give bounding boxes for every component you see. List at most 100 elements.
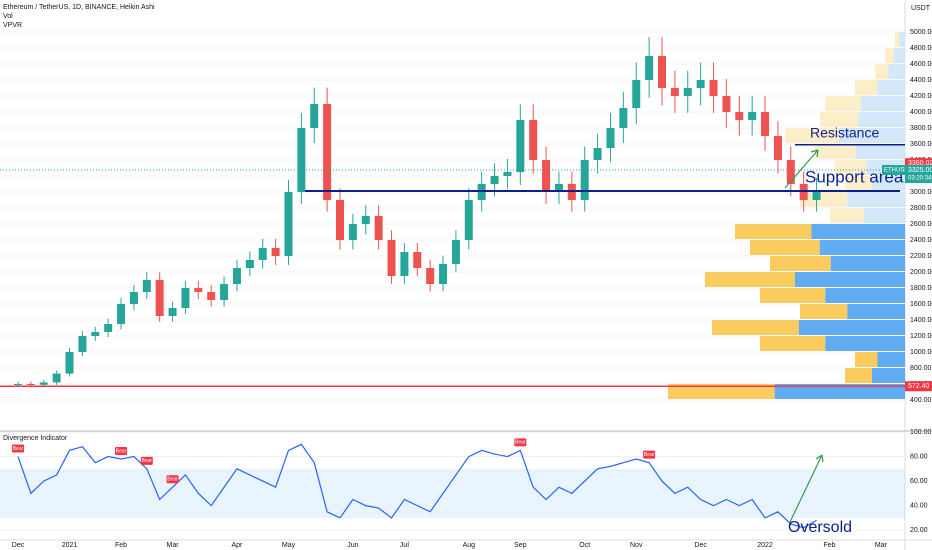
- profile-bar: [855, 352, 878, 367]
- candle: [374, 216, 383, 240]
- profile-bar: [855, 80, 878, 95]
- subtitle: Vol: [3, 13, 13, 20]
- profile-bar: [760, 288, 826, 303]
- y-tick-label: 4200.00: [910, 93, 932, 100]
- x-tick-label: Nov: [630, 542, 643, 549]
- candle: [683, 88, 692, 96]
- profile-bar: [770, 256, 831, 271]
- y-tick-label: 1800.00: [910, 285, 932, 292]
- band: [0, 468, 905, 518]
- oversold-label: Oversold: [788, 519, 852, 536]
- candle: [284, 192, 293, 256]
- profile-bar: [705, 272, 795, 287]
- profile-bar: [800, 192, 848, 207]
- y-tick-label: 100.00: [910, 429, 932, 436]
- profile-bar: [845, 176, 872, 191]
- candle: [619, 108, 628, 128]
- candle: [413, 252, 422, 268]
- y-tick-label: 3600.00: [910, 141, 932, 148]
- candle: [696, 80, 705, 88]
- candle: [516, 120, 525, 172]
- candle: [812, 190, 821, 200]
- price-tag-label: 3325.00: [908, 167, 932, 174]
- y-tick-label: 40.00: [910, 502, 928, 509]
- y-tick-label: 1200.00: [910, 333, 932, 340]
- profile-bar: [845, 368, 872, 383]
- profile-bar: [855, 144, 905, 159]
- candle: [490, 176, 499, 184]
- candle: [464, 200, 473, 240]
- x-tick-label: May: [282, 542, 296, 549]
- profile-bar: [795, 272, 905, 287]
- profile-bar: [750, 240, 820, 255]
- x-tick-label: Sep: [514, 542, 527, 549]
- y-tick-label: 4400.00: [910, 77, 932, 84]
- profile-bar: [858, 112, 905, 127]
- y-tick-label: 3800.00: [910, 125, 932, 132]
- price-tag-label: 572.40: [908, 383, 930, 390]
- signal-label: Bear: [644, 452, 655, 458]
- profile-bar: [712, 320, 799, 335]
- chart-title: Ethereum / TetherUS, 1D, BINANCE, Heikin…: [3, 4, 155, 11]
- y-tick-label: 800.00: [910, 365, 932, 372]
- y-tick-label: 1400.00: [910, 317, 932, 324]
- x-tick-label: Jul: [400, 542, 409, 549]
- x-tick-label: Feb: [823, 542, 835, 549]
- candle: [232, 268, 241, 284]
- arrow: [784, 149, 819, 189]
- candle: [297, 128, 306, 192]
- profile-bar: [894, 48, 905, 63]
- candle: [786, 160, 795, 184]
- signal-tag: [166, 475, 179, 484]
- x-tick-label: Oct: [579, 542, 590, 549]
- candle: [207, 292, 216, 300]
- signal-tag: [643, 450, 656, 459]
- candle: [142, 280, 151, 292]
- profile-bar: [888, 64, 905, 79]
- y-tick-label: 4000.00: [910, 109, 932, 116]
- price-tag: [905, 165, 932, 183]
- candle: [168, 308, 177, 316]
- candle: [194, 288, 203, 292]
- profile-bar: [811, 224, 905, 239]
- x-tick-label: 2021: [62, 542, 78, 549]
- candle: [104, 324, 113, 332]
- profile-bar: [800, 304, 848, 319]
- profile-bar: [815, 144, 856, 159]
- y-tick-label: 20.00: [910, 527, 928, 534]
- candle: [310, 104, 319, 128]
- x-tick-label: 2022: [757, 542, 773, 549]
- profile-bar: [760, 336, 826, 351]
- price-tag: [882, 165, 905, 175]
- candle: [220, 284, 229, 300]
- y-tick-label: 80.00: [910, 453, 928, 460]
- profile-bar: [872, 176, 905, 191]
- y-tick-label: 5000.00: [910, 29, 932, 36]
- profile-bar: [820, 112, 859, 127]
- candle: [529, 120, 538, 160]
- candle: [117, 304, 126, 324]
- y-tick-label: 3000.00: [910, 189, 932, 196]
- candle: [14, 384, 22, 385]
- unit: USDT: [911, 5, 931, 12]
- candle: [65, 352, 74, 374]
- candle: [323, 104, 332, 200]
- candle: [39, 382, 48, 385]
- profile-bar: [885, 48, 894, 63]
- arrow: [789, 454, 824, 523]
- candle: [670, 88, 679, 96]
- y-tick-label: 1600.00: [910, 301, 932, 308]
- candle: [554, 184, 563, 192]
- y-tick-label: 2800.00: [910, 205, 932, 212]
- y-tick-label: 4600.00: [910, 61, 932, 68]
- signal-label: Bear: [116, 448, 127, 454]
- candle: [361, 216, 370, 224]
- candle: [129, 292, 138, 304]
- profile-bar: [835, 160, 867, 175]
- x-tick-label: Dec: [12, 542, 25, 549]
- profile-bar: [668, 384, 775, 399]
- candle: [52, 373, 61, 383]
- profile-bar: [861, 96, 905, 111]
- y-tick-label: 60.00: [910, 478, 928, 485]
